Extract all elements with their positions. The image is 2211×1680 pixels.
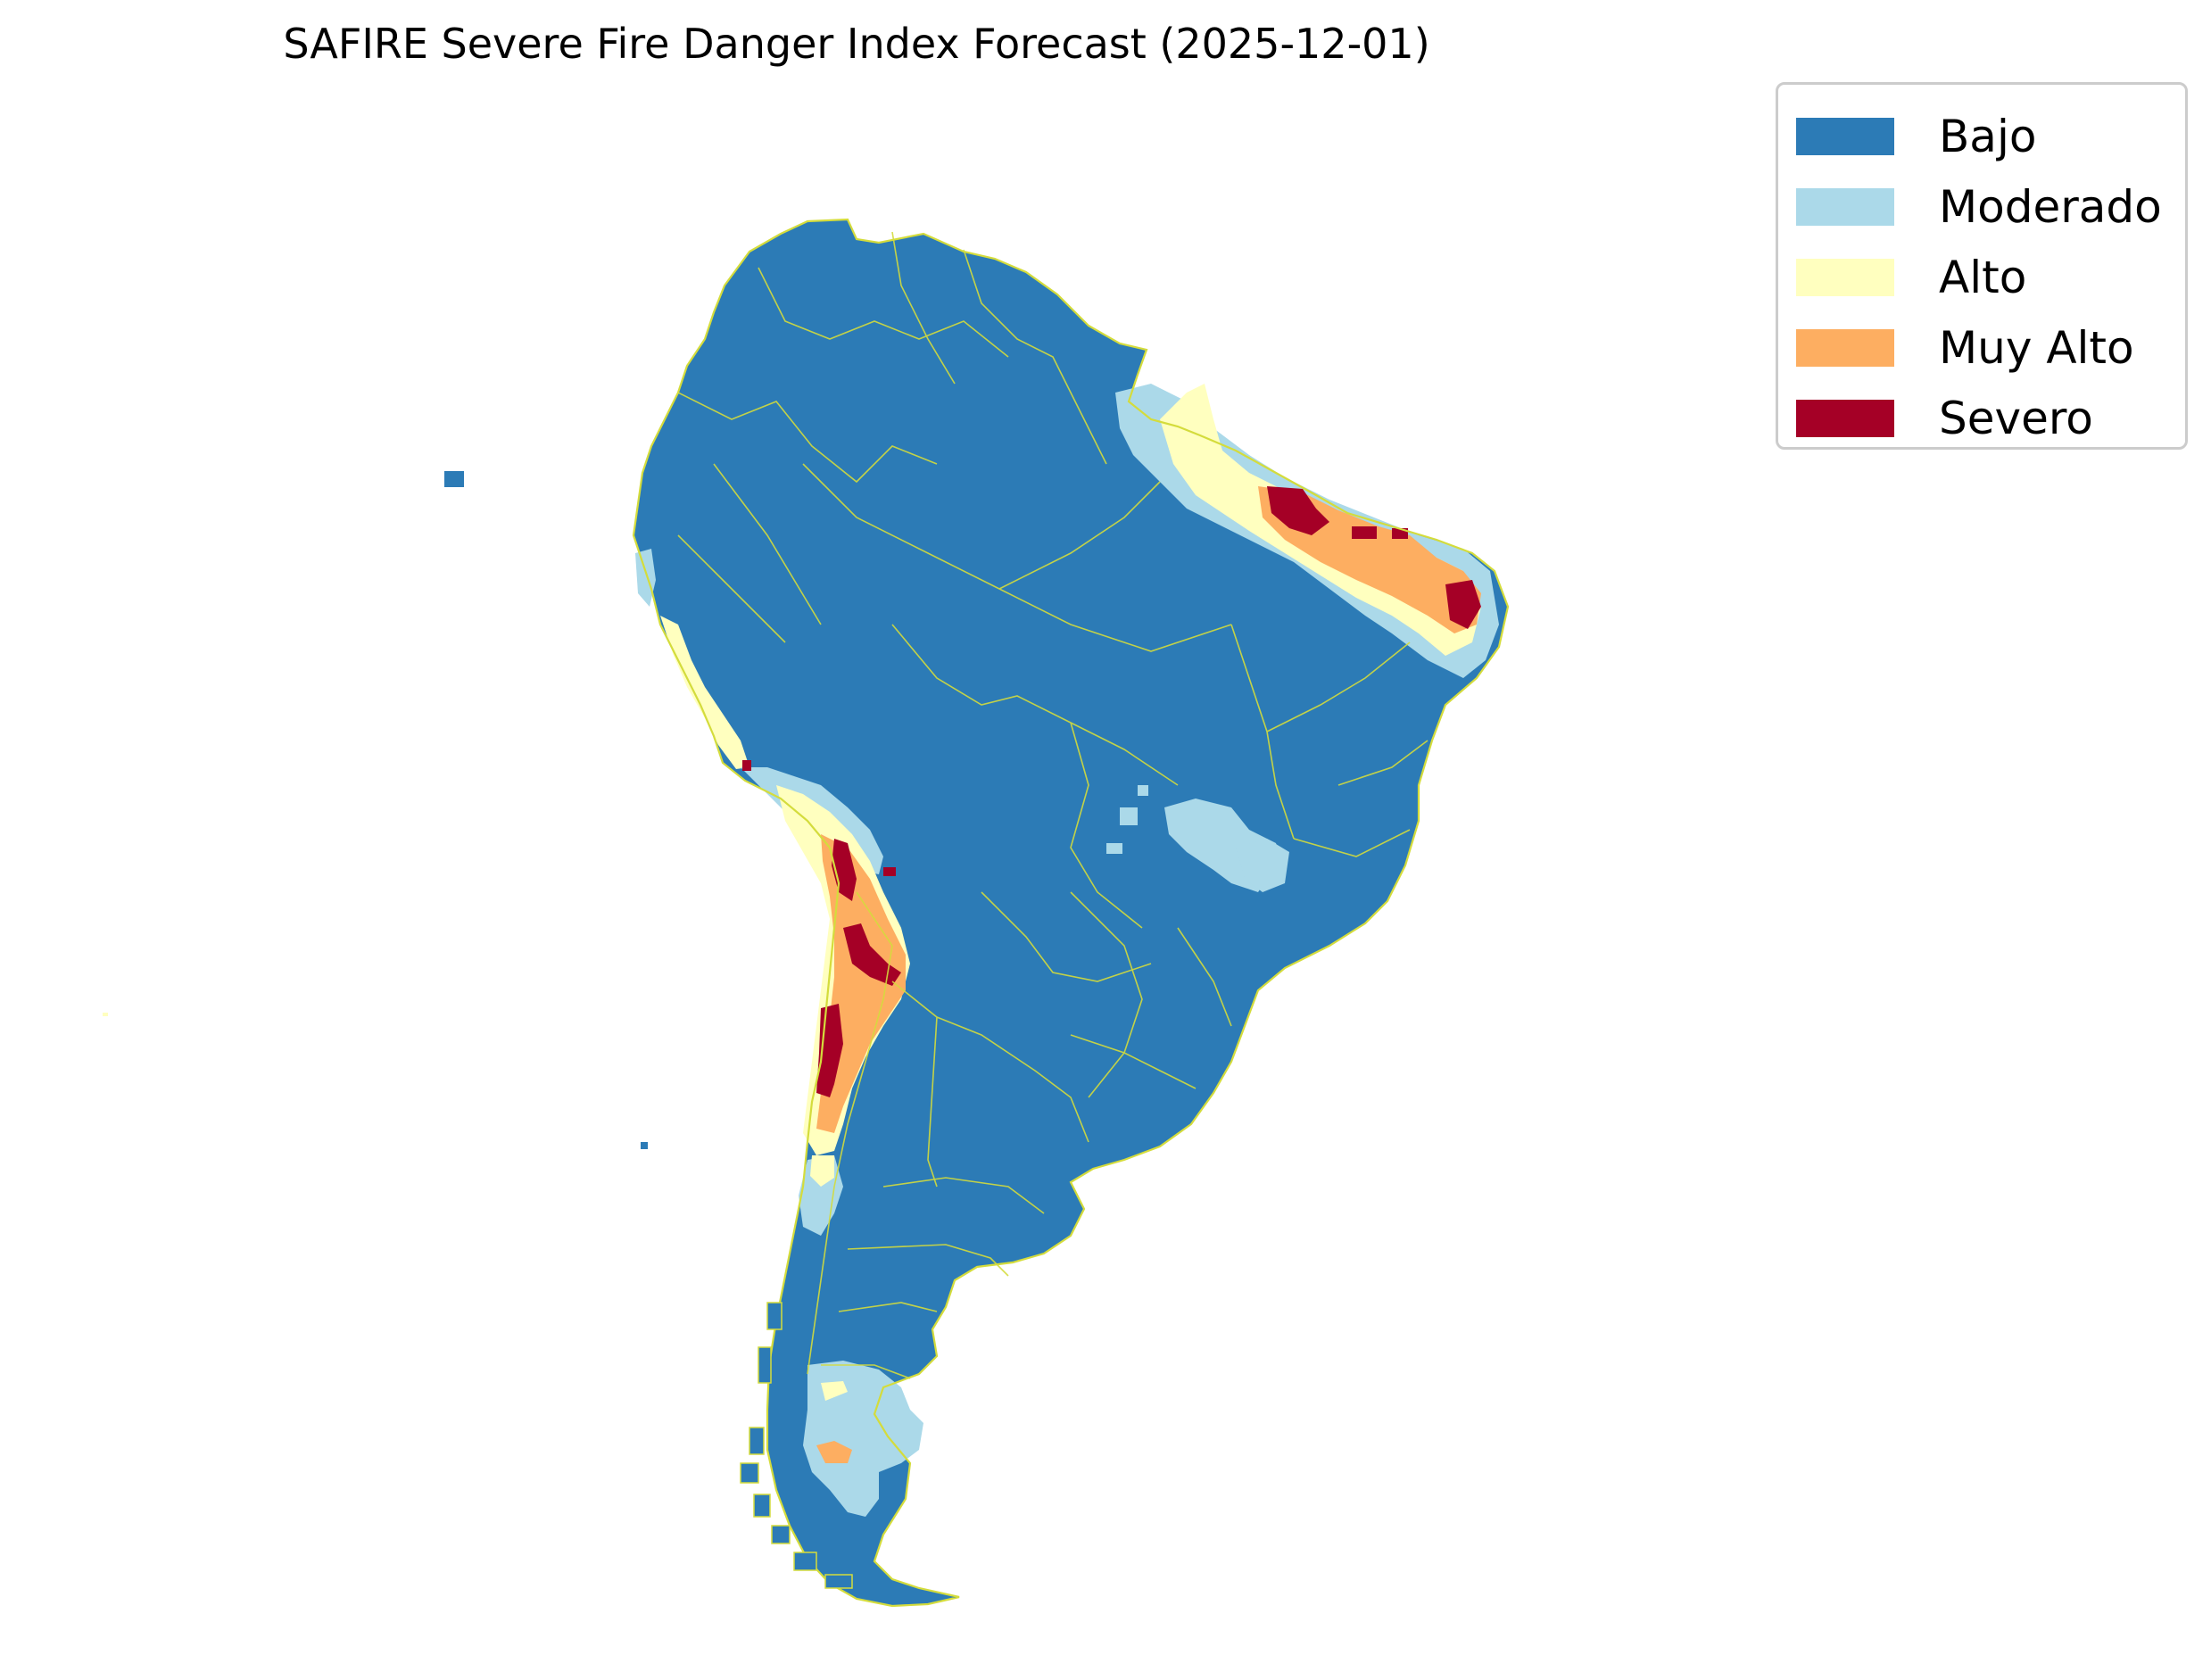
zone-alto-chile-south bbox=[810, 1155, 834, 1187]
fjord-island bbox=[749, 1427, 765, 1455]
legend-label-muy-alto: Muy Alto bbox=[1939, 321, 2134, 374]
border-line bbox=[847, 1244, 1009, 1277]
border-line bbox=[1266, 641, 1411, 732]
zone-moderado-ecuador bbox=[635, 549, 656, 607]
legend-swatch-moderado bbox=[1796, 187, 1894, 226]
legend-label-alto: Alto bbox=[1939, 251, 2027, 303]
border-line bbox=[882, 1177, 1045, 1214]
zone-moderado-patagonia bbox=[803, 1361, 923, 1517]
border-line bbox=[758, 267, 1009, 358]
border-line bbox=[1070, 1034, 1197, 1089]
border-line bbox=[927, 1016, 938, 1188]
border-line bbox=[821, 1364, 911, 1379]
border-line bbox=[713, 463, 822, 625]
zone-moderado-patch-1 bbox=[1120, 807, 1138, 825]
border-line bbox=[891, 981, 1089, 1143]
zone-muyalto-patagonia bbox=[816, 1441, 852, 1463]
border-line bbox=[1337, 740, 1428, 786]
zone-severo-maranhao bbox=[1267, 486, 1329, 535]
map-title: SAFIRE Severe Fire Danger Index Forecast… bbox=[283, 20, 1430, 68]
zone-severo-peru-coast bbox=[742, 760, 751, 771]
legend-swatch-bajo bbox=[1796, 117, 1894, 155]
south-america-land bbox=[633, 219, 1508, 1606]
legend-item-moderado: Moderado bbox=[1796, 171, 2185, 242]
legend-label-severo: Severo bbox=[1939, 392, 2093, 444]
fjord-island bbox=[758, 1346, 772, 1384]
legend-label-bajo: Bajo bbox=[1939, 110, 2037, 162]
admin-borders bbox=[677, 231, 1428, 1379]
border-line bbox=[891, 624, 1179, 786]
zone-moderado-patch-3 bbox=[1138, 785, 1148, 796]
fjord-island bbox=[740, 1462, 759, 1484]
border-line bbox=[677, 534, 786, 643]
legend-swatch-muy-alto bbox=[1796, 328, 1894, 367]
legend-item-alto: Alto bbox=[1796, 242, 2185, 312]
zone-alto-patagonia bbox=[821, 1381, 848, 1401]
fjord-island bbox=[771, 1525, 791, 1544]
zone-severo-atacama-2 bbox=[843, 923, 901, 986]
fjord-island bbox=[753, 1494, 771, 1518]
legend-item-bajo: Bajo bbox=[1796, 101, 2185, 171]
border-line bbox=[838, 1302, 938, 1312]
zone-severo-coast-1 bbox=[1352, 526, 1377, 539]
border-line bbox=[677, 392, 938, 484]
continent-outline bbox=[632, 218, 1510, 1608]
fjord-island bbox=[824, 1574, 853, 1589]
border-line bbox=[1070, 722, 1143, 929]
island-galapagos bbox=[444, 471, 464, 487]
legend-swatch-severo bbox=[1796, 399, 1894, 437]
zone-alto-peru-coast bbox=[660, 616, 749, 769]
danger-zones bbox=[635, 384, 1499, 1517]
border-line bbox=[1177, 927, 1232, 1027]
chile-fjord-islands bbox=[740, 1302, 853, 1589]
legend-swatch-alto bbox=[1796, 258, 1894, 296]
border-line bbox=[963, 249, 1107, 465]
legend-item-muy-alto: Muy Alto bbox=[1796, 312, 2185, 383]
island-small-1 bbox=[641, 1142, 648, 1149]
border-line bbox=[998, 481, 1161, 590]
zone-moderado-goias bbox=[1236, 839, 1289, 892]
zone-moderado-patch-2 bbox=[1106, 843, 1122, 854]
border-line bbox=[981, 891, 1152, 982]
fjord-island bbox=[793, 1552, 817, 1571]
island-small-2 bbox=[103, 1013, 108, 1016]
fjord-island bbox=[766, 1302, 783, 1330]
border-line bbox=[1293, 829, 1411, 857]
zone-severo-chile-central bbox=[816, 1004, 843, 1097]
map-legend: Bajo Moderado Alto Muy Alto Severo bbox=[1776, 82, 2188, 450]
border-line bbox=[891, 231, 956, 385]
zone-severo-andes-dot bbox=[883, 867, 896, 876]
legend-item-severo: Severo bbox=[1796, 383, 2185, 453]
legend-label-moderado: Moderado bbox=[1939, 180, 2162, 233]
border-line bbox=[1070, 891, 1143, 1098]
zone-severo-ceara bbox=[1445, 580, 1481, 629]
border-line bbox=[807, 891, 893, 1375]
continent-landmass bbox=[103, 219, 1508, 1606]
